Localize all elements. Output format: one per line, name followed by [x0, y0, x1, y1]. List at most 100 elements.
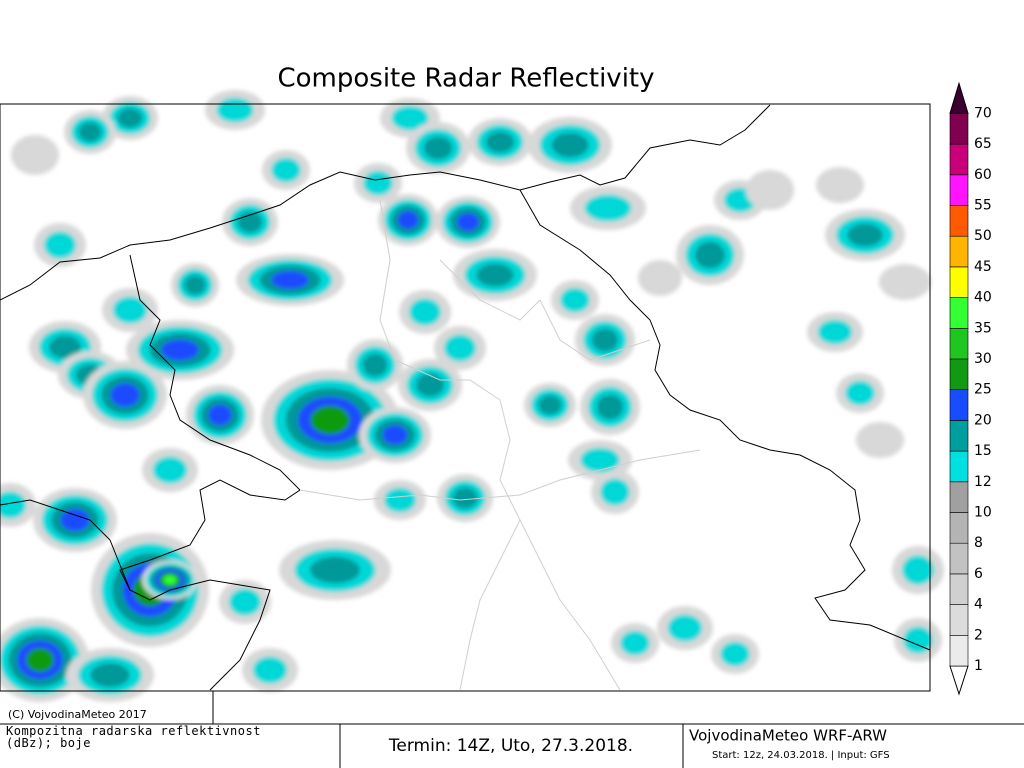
echo: [817, 319, 853, 345]
colorbar-bin: [949, 420, 969, 452]
echo: [415, 373, 445, 397]
colorbar-bin: [949, 113, 969, 145]
echo: [208, 404, 232, 426]
colorbar-bin: [949, 143, 969, 176]
echo: [310, 405, 350, 435]
echo: [816, 167, 864, 203]
echo: [26, 648, 54, 672]
echo: [538, 395, 562, 415]
echo: [746, 170, 794, 210]
description: Kompozitna radarska reflektivnost (dBz);…: [6, 725, 261, 750]
colorbar-bin: [949, 665, 969, 696]
border: [519, 189, 931, 651]
echo: [620, 630, 650, 656]
echo: [152, 456, 188, 484]
colorbar-label: 4: [974, 597, 983, 613]
colorbar-bin: [949, 81, 969, 114]
colorbar-bin: [949, 235, 969, 268]
echo: [560, 287, 590, 313]
echo: [903, 626, 933, 654]
echo: [551, 132, 589, 158]
echo: [60, 508, 90, 532]
colorbar-label: 25: [974, 382, 992, 398]
colorbar-bin: [949, 358, 969, 391]
echo: [902, 555, 934, 585]
colorbar-label: 8: [974, 535, 983, 551]
colorbar-bin: [949, 205, 969, 237]
colorbar-bin: [949, 634, 969, 667]
valid-time: Termin: 14Z, Uto, 27.3.2018.: [388, 736, 633, 756]
echo: [584, 194, 632, 222]
region-borders: [299, 199, 701, 691]
colorbar-label: 12: [974, 474, 992, 490]
colorbar-bin: [949, 174, 969, 206]
colorbar-bin: [949, 450, 969, 483]
echo: [184, 275, 206, 295]
echo: [310, 556, 360, 584]
colorbar-label: 45: [974, 259, 992, 275]
echo: [0, 491, 26, 519]
echo: [397, 210, 419, 230]
colorbar-label: 6: [974, 566, 983, 582]
echo: [271, 157, 301, 183]
echo: [112, 296, 148, 324]
echo: [476, 263, 514, 287]
echo: [44, 231, 76, 259]
echo: [856, 422, 904, 458]
footer-box: [0, 690, 214, 724]
border: [0, 499, 131, 591]
echo: [216, 97, 254, 123]
echo: [580, 447, 620, 473]
copyright: (C) VojvodinaMeteo 2017: [8, 708, 147, 721]
echo: [694, 241, 726, 269]
colorbar-bin: [949, 327, 969, 360]
echo: [384, 487, 416, 513]
colorbar-label: 55: [974, 198, 992, 214]
colorbar-bin: [949, 266, 969, 298]
colorbar-label: 65: [974, 136, 992, 152]
echo: [444, 334, 476, 362]
echo: [49, 335, 81, 359]
colorbar-bin: [949, 512, 969, 544]
country-borders: [0, 104, 931, 691]
echo: [117, 108, 143, 128]
echo: [600, 478, 630, 506]
radar-echoes: [0, 90, 944, 702]
echo: [161, 339, 199, 361]
colorbar-label: 60: [974, 167, 992, 183]
echo: [271, 270, 309, 290]
colorbar-bin: [949, 389, 969, 421]
colorbar-bin: [949, 604, 969, 636]
colorbar-label: 2: [974, 627, 983, 643]
echo: [78, 122, 102, 142]
echo: [667, 614, 703, 642]
echo: [409, 298, 441, 326]
echo: [847, 223, 883, 247]
region-border: [459, 519, 521, 691]
map: [0, 90, 944, 702]
colorbar-label: 30: [974, 351, 992, 367]
echo: [252, 656, 288, 684]
echo: [11, 135, 59, 175]
map-frame: [0, 103, 931, 692]
map-title: Composite Radar Reflectivity: [277, 64, 654, 94]
region-border: [439, 259, 541, 321]
border: [119, 254, 301, 691]
colorbar-label: 50: [974, 228, 992, 244]
colorbar-bin: [949, 573, 969, 605]
colorbar-label: 20: [974, 412, 992, 428]
footer: [0, 690, 1024, 768]
echo: [596, 394, 624, 420]
echo: [591, 328, 619, 352]
echo: [363, 170, 393, 196]
description-box: Kompozitna radarska reflektivnost (dBz);…: [6, 725, 261, 750]
colorbar-bin: [949, 297, 969, 329]
echo: [229, 588, 261, 616]
echo: [110, 383, 140, 407]
model-name: VojvodinaMeteo WRF-ARW: [689, 727, 887, 745]
echo: [845, 380, 875, 406]
colorbar-bin: [949, 481, 969, 513]
echo: [720, 641, 750, 667]
